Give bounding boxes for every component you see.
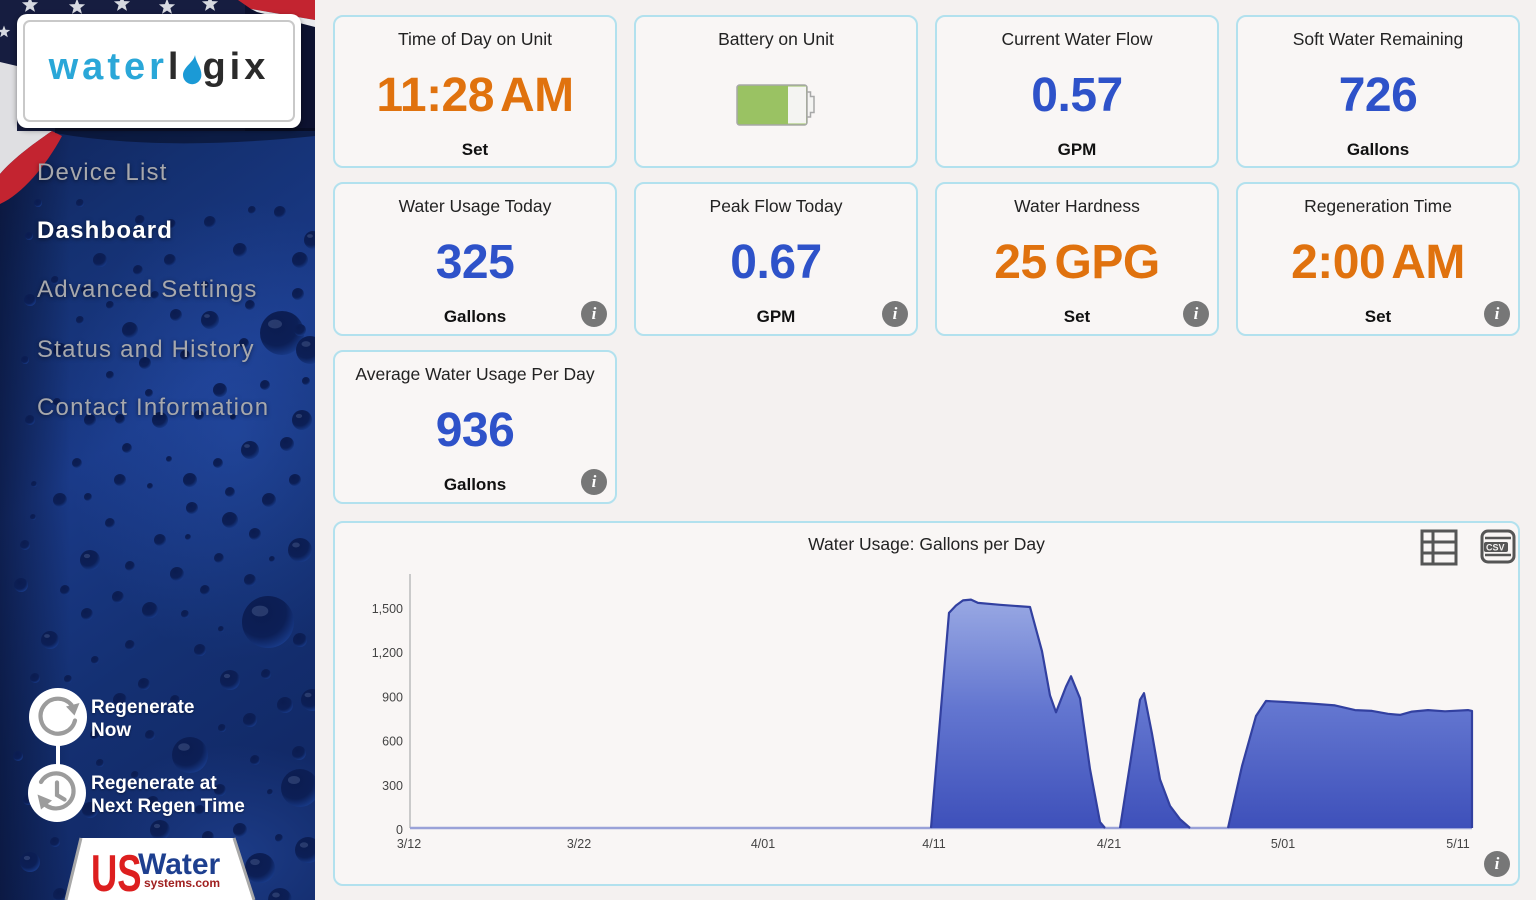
svg-text:3/12: 3/12 bbox=[397, 837, 421, 851]
svg-text:5/01: 5/01 bbox=[1271, 837, 1295, 851]
svg-text:1,500: 1,500 bbox=[372, 602, 403, 616]
svg-text:5/11: 5/11 bbox=[1446, 837, 1469, 851]
svg-text:CSV: CSV bbox=[1486, 543, 1505, 553]
svg-text:Water: Water bbox=[138, 848, 221, 881]
svg-text:4/11: 4/11 bbox=[922, 837, 945, 851]
svg-text:0: 0 bbox=[396, 823, 403, 837]
svg-text:US: US bbox=[91, 843, 142, 900]
svg-text:3/22: 3/22 bbox=[567, 837, 591, 851]
svg-text:1,200: 1,200 bbox=[372, 646, 403, 660]
svg-text:300: 300 bbox=[382, 779, 403, 793]
svg-text:4/01: 4/01 bbox=[751, 837, 775, 851]
svg-text:600: 600 bbox=[382, 735, 403, 749]
svg-text:systems.com: systems.com bbox=[144, 876, 220, 890]
svg-text:4/21: 4/21 bbox=[1097, 837, 1121, 851]
svg-text:900: 900 bbox=[382, 690, 403, 704]
